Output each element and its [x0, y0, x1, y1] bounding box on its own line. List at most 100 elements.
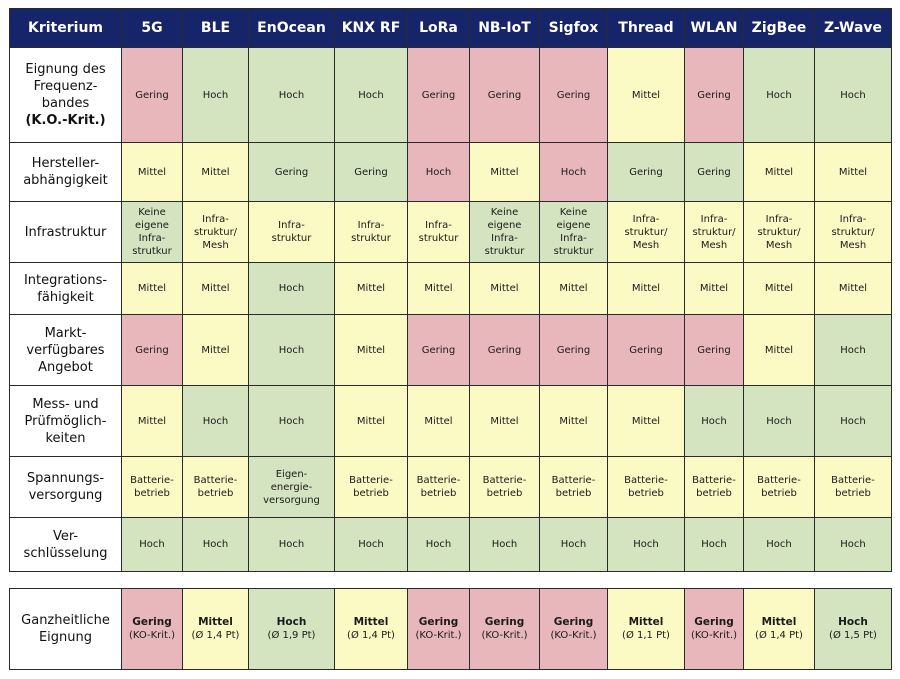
summary-cell-wlan: Gering (KO-Krit.)	[684, 588, 744, 670]
rating-cell-wlan: Hoch	[684, 517, 744, 572]
rating-cell-ble: Batterie-betrieb	[182, 456, 249, 518]
summary-score: (KO-Krit.)	[550, 630, 597, 641]
rating-cell-z-wave: Hoch	[814, 47, 892, 143]
rating-cell-line: Infra-	[425, 220, 452, 231]
criterion-label: Eignung des Frequenz-bandes (K.O.-Krit.)	[9, 47, 122, 143]
header-5g: 5G	[121, 8, 183, 48]
summary-cell-knx-rf: Mittel (Ø 1,4 Pt)	[334, 588, 408, 670]
criterion-label-line: Mess- und	[32, 396, 99, 412]
rating-cell-line: Batterie-	[349, 475, 393, 486]
summary-rating: Hoch	[276, 616, 307, 628]
rating-cell-knx-rf: Mittel	[334, 385, 408, 457]
criterion-label-line: Angebot	[38, 359, 93, 375]
rating-cell-line: Batterie-	[831, 475, 875, 486]
summary-score: (Ø 1,1 Pt)	[622, 630, 670, 641]
rating-cell-enocean: Infra-struktur	[248, 201, 335, 263]
rating-cell-line: Mesh	[700, 239, 728, 251]
rating-cell-z-wave: Hoch	[814, 385, 892, 457]
rating-cell-line: betrieb	[835, 488, 871, 499]
rating-cell-lora: Mittel	[407, 385, 470, 457]
header-ble: BLE	[182, 8, 249, 48]
summary-score: (KO-Krit.)	[128, 630, 176, 641]
table-row: Markt-verfügbares Angebot Gering Mittel Hoch…	[9, 314, 892, 386]
rating-cell-line: betrieb	[134, 488, 170, 499]
rating-cell-zigbee: Mittel	[743, 262, 815, 315]
rating-cell-line: Infra-	[839, 213, 867, 225]
rating-cell-wlan: Gering	[684, 314, 744, 386]
rating-cell-nb-iot: Gering	[469, 47, 540, 143]
rating-cell-line: struktur/	[757, 226, 801, 238]
summary-cell-z-wave: Hoch (Ø 1,5 Pt)	[814, 588, 892, 670]
table-header-row: Kriterium 5G BLE EnOcean KNX RF LoRa NB-IoT Sig…	[9, 8, 892, 48]
summary-cell-ble: Mittel (Ø 1,4 Pt)	[182, 588, 249, 670]
summary-cell-sigfox: Gering (KO-Krit.)	[539, 588, 608, 670]
rating-cell-sigfox: Batterie-betrieb	[539, 456, 608, 518]
summary-rating: Gering	[418, 616, 459, 628]
rating-cell-5g: Gering	[121, 47, 183, 143]
rating-cell-z-wave: Mittel	[814, 262, 892, 315]
rating-cell-wlan: Mittel	[684, 262, 744, 315]
rating-cell-thread: Mittel	[607, 262, 685, 315]
rating-cell-knx-rf: Gering	[334, 142, 408, 202]
summary-label-line: Eignung	[38, 630, 93, 645]
criterion-label-line: Spannungs-	[26, 471, 105, 486]
rating-cell-nb-iot: Mittel	[469, 262, 540, 315]
summary-table: Ganzheitliche Eignung Gering (KO-Krit.) Mitt…	[9, 588, 892, 670]
criterion-label: Markt-verfügbares Angebot	[9, 314, 122, 386]
rating-cell-line: Batterie-	[416, 475, 461, 486]
rating-cell-nb-iot: Hoch	[469, 517, 540, 572]
rating-cell-line: Batterie-	[193, 475, 238, 486]
summary-cell-5g: Gering (KO-Krit.)	[121, 588, 183, 670]
rating-cell-ble: Hoch	[182, 385, 249, 457]
table-row: Infrastruktur Keine eigene Infra-strutkur In…	[9, 201, 892, 263]
summary-label: Ganzheitliche Eignung	[9, 588, 122, 670]
summary-rating: Mittel	[761, 616, 797, 628]
criterion-label-line: Prüfmöglich-	[24, 413, 107, 429]
comparison-table: Kriterium 5G BLE EnOcean KNX RF LoRa NB-IoT Sig…	[9, 8, 892, 572]
criterion-label-line: Eignung des	[25, 62, 106, 77]
summary-cell-zigbee: Mittel (Ø 1,4 Pt)	[743, 588, 815, 670]
summary-row: Ganzheitliche Eignung Gering (KO-Krit.) Mitt…	[9, 588, 892, 670]
rating-cell-nb-iot: Gering	[469, 314, 540, 386]
rating-cell-line: Mesh	[839, 239, 867, 251]
summary-cell-thread: Mittel (Ø 1,1 Pt)	[607, 588, 685, 670]
rating-cell-line: eigene	[556, 220, 591, 231]
rating-cell-knx-rf: Infra-struktur	[334, 201, 408, 263]
rating-cell-sigfox: Mittel	[539, 385, 608, 457]
rating-cell-5g: Batterie-betrieb	[121, 456, 183, 518]
rating-cell-enocean: Hoch	[248, 385, 335, 457]
rating-cell-line: energie-	[270, 481, 313, 493]
rating-cell-line: Infra-	[278, 220, 305, 231]
rating-cell-z-wave: Infra-struktur/Mesh	[814, 201, 892, 263]
rating-cell-5g: Mittel	[121, 142, 183, 202]
rating-cell-lora: Mittel	[407, 262, 470, 315]
rating-cell-wlan: Gering	[684, 47, 744, 143]
summary-rating: Gering	[132, 616, 172, 628]
rating-cell-line: struktur	[553, 246, 594, 257]
criterion-label-bold: (K.O.-Krit.)	[25, 113, 106, 128]
header-z-wave: Z-Wave	[814, 8, 892, 48]
criterion-label: Mess- und Prüfmöglich-keiten	[9, 385, 122, 457]
rating-cell-zigbee: Hoch	[743, 517, 815, 572]
rating-cell-thread: Hoch	[607, 517, 685, 572]
rating-cell-knx-rf: Mittel	[334, 262, 408, 315]
rating-cell-nb-iot: Mittel	[469, 385, 540, 457]
rating-cell-line: Keine	[138, 207, 166, 218]
rating-cell-zigbee: Batterie-betrieb	[743, 456, 815, 518]
header-nb-iot: NB-IoT	[469, 8, 540, 48]
rating-cell-thread: Mittel	[607, 47, 685, 143]
rating-cell-line: struktur/	[193, 226, 238, 238]
rating-cell-line: Infra-	[357, 220, 385, 231]
rating-cell-line: Batterie-	[692, 475, 736, 486]
rating-cell-wlan: Hoch	[684, 385, 744, 457]
rating-cell-thread: Batterie-betrieb	[607, 456, 685, 518]
summary-cell-nb-iot: Gering (KO-Krit.)	[469, 588, 540, 670]
rating-cell-5g: Hoch	[121, 517, 183, 572]
rating-cell-sigfox: Hoch	[539, 517, 608, 572]
table-row: Spannungs-versorgung Batterie-betrieb Batt…	[9, 456, 892, 518]
rating-cell-thread: Gering	[607, 142, 685, 202]
criterion-label: Ver-schlüsselung	[9, 517, 122, 572]
criterion-label: Integrations-fähigkeit	[9, 262, 122, 315]
rating-cell-enocean: Hoch	[248, 517, 335, 572]
criterion-label-line: Hersteller-	[31, 156, 100, 171]
